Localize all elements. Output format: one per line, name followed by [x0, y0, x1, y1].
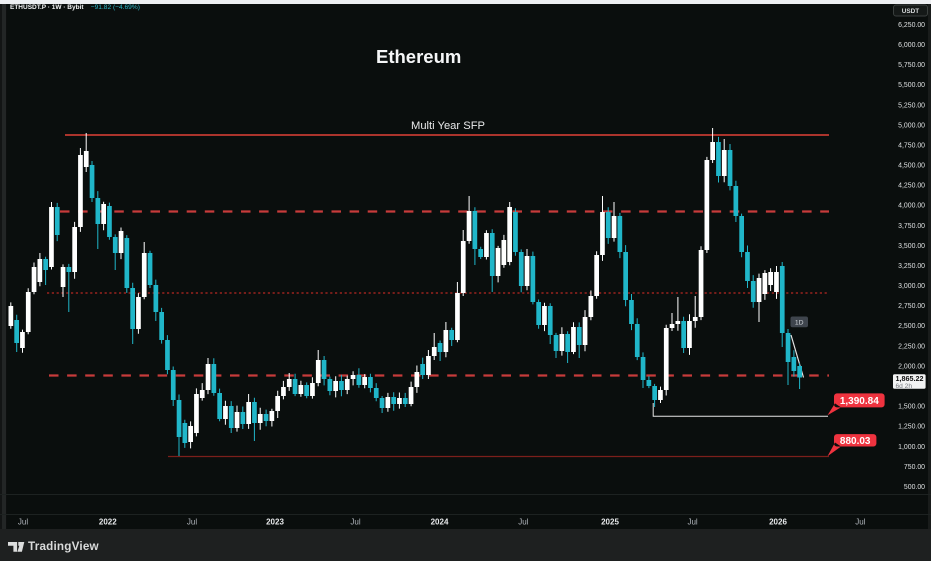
- svg-text:4,250.00: 4,250.00: [898, 183, 925, 190]
- svg-text:1,390.84: 1,390.84: [840, 396, 879, 407]
- svg-text:4,000.00: 4,000.00: [898, 203, 925, 210]
- svg-text:3,750.00: 3,750.00: [898, 223, 925, 230]
- svg-text:1,250.00: 1,250.00: [898, 424, 925, 431]
- svg-text:2,000.00: 2,000.00: [898, 363, 925, 370]
- svg-text:5,750.00: 5,750.00: [898, 62, 925, 69]
- svg-text:500.00: 500.00: [904, 484, 925, 491]
- svg-text:Jul: Jul: [518, 518, 528, 527]
- svg-text:2,500.00: 2,500.00: [898, 323, 925, 330]
- svg-text:2023: 2023: [266, 518, 284, 527]
- svg-text:4,500.00: 4,500.00: [898, 163, 925, 170]
- svg-text:Jul: Jul: [18, 518, 28, 527]
- svg-text:6,000.00: 6,000.00: [898, 42, 925, 49]
- svg-text:6d 2h: 6d 2h: [896, 383, 913, 390]
- svg-text:Jul: Jul: [187, 518, 197, 527]
- svg-text:1,865.22: 1,865.22: [896, 374, 924, 383]
- svg-text:Jul: Jul: [350, 518, 360, 527]
- svg-text:5,500.00: 5,500.00: [898, 82, 925, 89]
- svg-text:3,500.00: 3,500.00: [898, 243, 925, 250]
- svg-text:5,250.00: 5,250.00: [898, 102, 925, 109]
- svg-text:2025: 2025: [601, 518, 619, 527]
- svg-text:880.03: 880.03: [840, 436, 871, 447]
- svg-text:4,750.00: 4,750.00: [898, 142, 925, 149]
- svg-text:1,500.00: 1,500.00: [898, 404, 925, 411]
- svg-text:2,250.00: 2,250.00: [898, 343, 925, 350]
- svg-text:2,750.00: 2,750.00: [898, 303, 925, 310]
- svg-text:1D: 1D: [795, 319, 804, 326]
- svg-text:Jul: Jul: [687, 518, 697, 527]
- svg-text:1,000.00: 1,000.00: [898, 444, 925, 451]
- svg-text:Jul: Jul: [855, 518, 865, 527]
- svg-text:3,250.00: 3,250.00: [898, 263, 925, 270]
- svg-text:USDT: USDT: [902, 8, 919, 15]
- svg-text:750.00: 750.00: [904, 464, 925, 471]
- svg-text:2022: 2022: [99, 518, 117, 527]
- svg-text:5,000.00: 5,000.00: [898, 122, 925, 129]
- svg-text:2024: 2024: [431, 518, 449, 527]
- svg-text:3,000.00: 3,000.00: [898, 283, 925, 290]
- svg-text:6,250.00: 6,250.00: [898, 22, 925, 29]
- svg-text:2026: 2026: [769, 518, 787, 527]
